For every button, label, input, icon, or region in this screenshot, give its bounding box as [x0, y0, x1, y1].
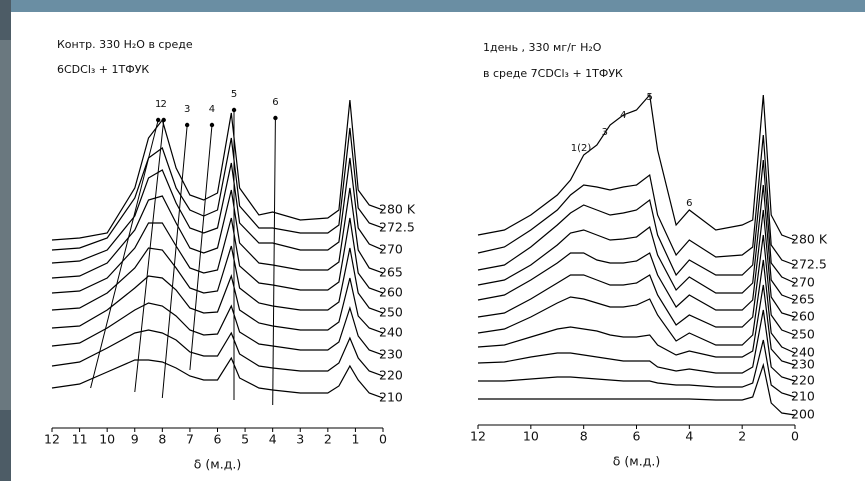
x-tick-label: 0 — [791, 429, 799, 444]
spectrum — [51, 217, 384, 294]
track-end — [273, 115, 278, 121]
track-end — [155, 117, 161, 123]
spectrum — [51, 356, 384, 399]
series-label: 210 — [379, 390, 403, 405]
track-end — [161, 117, 166, 123]
x-tick-label: 4 — [685, 429, 693, 444]
spectrum — [51, 99, 384, 241]
track-label: 5 — [231, 89, 237, 100]
series-label: 250 — [791, 327, 815, 342]
series-label: 220 — [379, 368, 403, 383]
series-label: 280 K — [791, 232, 828, 247]
spectrum — [51, 329, 384, 377]
x-tick-label: 2 — [324, 432, 332, 447]
spectrum — [477, 234, 796, 336]
series-label: 250 — [379, 305, 403, 320]
series-label: 200 — [791, 407, 815, 422]
spectrum — [51, 245, 384, 314]
spectrum — [477, 284, 796, 366]
series-label: 265 — [379, 265, 403, 280]
x-tick-label: 7 — [186, 432, 194, 447]
series-label: 210 — [791, 389, 815, 404]
x-axis-label: δ (м.д.) — [194, 457, 241, 472]
track-label: 1 — [155, 99, 161, 110]
x-tick-label: 8 — [580, 429, 588, 444]
x-tick-label: 9 — [131, 432, 139, 447]
track-label: 4 — [209, 104, 215, 115]
series-label: 260 — [379, 285, 403, 300]
peak-track — [272, 117, 276, 406]
peak-label: 3 — [602, 127, 608, 138]
series-label: 265 — [791, 292, 815, 307]
series-label: 280 K — [379, 202, 416, 217]
x-tick-label: 4 — [269, 432, 277, 447]
track-end — [209, 122, 215, 128]
spectrum — [478, 339, 796, 398]
x-tick-label: 12 — [44, 432, 60, 447]
track-label: 6 — [272, 97, 278, 108]
spectrum — [51, 273, 384, 334]
spectrum — [51, 127, 384, 251]
x-tick-label: 5 — [241, 432, 249, 447]
x-tick-label: 6 — [633, 429, 641, 444]
peak-label: 6 — [686, 198, 692, 209]
track-label: 3 — [184, 104, 190, 115]
peak-track — [90, 119, 159, 389]
spectrum — [477, 159, 796, 284]
peak-label: 5 — [647, 92, 653, 103]
chart-subtitle: в среде 7CDCl₃ + 1ТФУК — [483, 67, 623, 80]
series-label: 270 — [791, 275, 815, 290]
x-tick-label: 3 — [296, 432, 304, 447]
series-label: 240 — [379, 325, 403, 340]
series-label: 240 — [791, 345, 815, 360]
spectrum — [477, 209, 796, 318]
x-axis-label: δ (м.д.) — [613, 454, 660, 469]
chart-title: Контр. 330 H₂O в среде — [57, 38, 193, 51]
x-tick-label: 0 — [379, 432, 387, 447]
spectrum — [51, 157, 384, 264]
peak-label: 1(2) — [571, 143, 592, 154]
x-tick-label: 1 — [351, 432, 359, 447]
spectrum — [477, 134, 796, 266]
spectrum — [51, 302, 384, 356]
spectrum — [478, 362, 796, 416]
track-end — [184, 122, 190, 128]
left-photo — [0, 40, 11, 410]
series-label: 230 — [379, 347, 403, 362]
spectrum — [477, 259, 796, 354]
spectrum — [51, 187, 384, 279]
x-tick-label: 2 — [738, 429, 746, 444]
x-tick-label: 11 — [72, 432, 88, 447]
spectrum — [477, 93, 796, 241]
series-label: 230 — [791, 357, 815, 372]
spectrum — [477, 309, 796, 382]
x-tick-label: 6 — [214, 432, 222, 447]
series-label: 260 — [791, 309, 815, 324]
x-tick-label: 12 — [470, 429, 486, 444]
x-tick-label: 10 — [99, 432, 115, 447]
series-label: 272.5 — [791, 257, 827, 272]
x-tick-label: 8 — [158, 432, 166, 447]
x-tick-label: 10 — [523, 429, 539, 444]
peak-track — [134, 119, 165, 393]
track-end — [231, 107, 237, 113]
peak-label: 4 — [620, 110, 626, 121]
series-label: 272.5 — [379, 220, 415, 235]
track-label: 2 — [161, 99, 167, 110]
spectrum — [477, 184, 796, 301]
peak-track — [161, 124, 188, 399]
peak-track — [189, 124, 213, 371]
series-label: 220 — [791, 373, 815, 388]
top-frame — [0, 0, 865, 12]
series-label: 270 — [379, 242, 403, 257]
chart-subtitle: 6CDCl₃ + 1ТФУК — [57, 63, 149, 76]
chart-title: 1день , 330 мг/г H₂O — [483, 41, 602, 54]
